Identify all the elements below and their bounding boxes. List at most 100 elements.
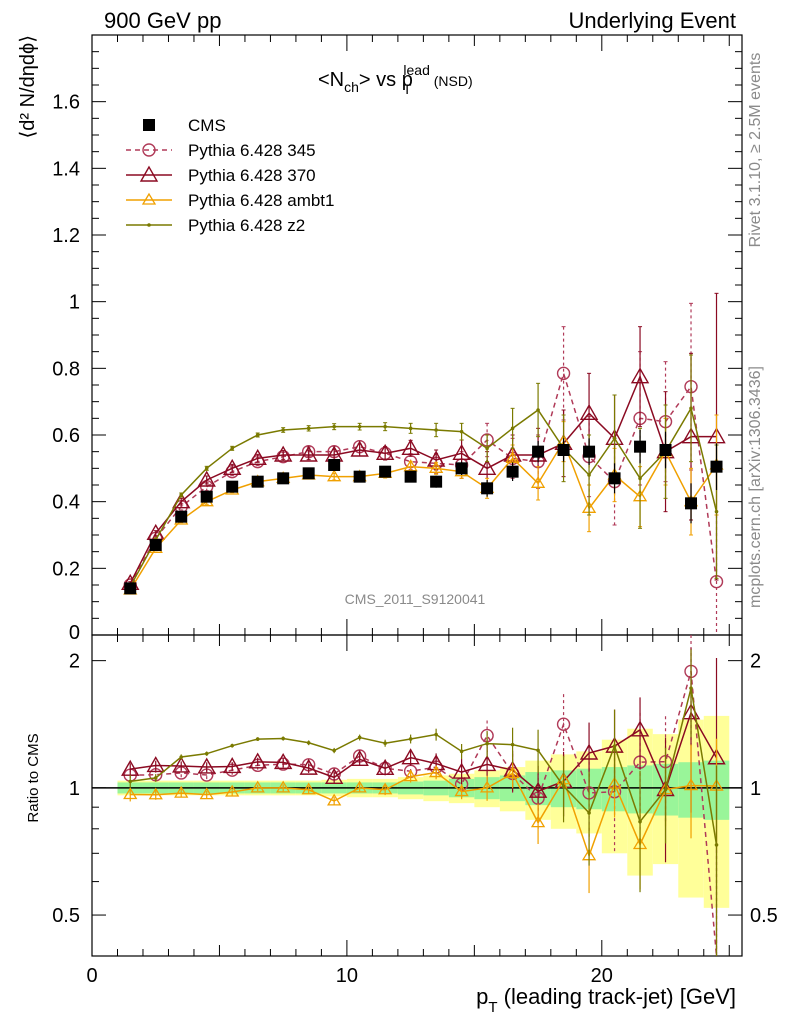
- x-axis-label-sub: T: [488, 999, 497, 1016]
- data-point: [532, 445, 545, 458]
- top-panel: 0.2 0.4 0.6 0.8 1 1.2 1.4 1.6 0: [52, 34, 743, 644]
- ratio-point: [121, 759, 140, 776]
- top-ytick-label: 1: [69, 292, 80, 314]
- data-point: [481, 482, 494, 495]
- top-ytick-label: 1.6: [52, 92, 80, 114]
- ratio-point: [273, 752, 293, 770]
- ratio-point: [459, 749, 464, 754]
- bottom-ytick-label: 0.5: [52, 905, 80, 927]
- ratio-point: [332, 748, 336, 753]
- top-title: <Nch> vs pTlead (NSD): [318, 62, 473, 97]
- ratio-point: [276, 780, 291, 793]
- data-point: [383, 424, 387, 429]
- top-ytick-label: 0.8: [52, 358, 80, 380]
- ratio-point: [428, 765, 444, 778]
- bottom-frame: [91, 634, 743, 957]
- data-point: [328, 459, 341, 471]
- data-point: [612, 436, 617, 441]
- ratio-point: [587, 811, 591, 815]
- data-point: [455, 462, 468, 475]
- ratio-point: [204, 751, 209, 756]
- ratio-point: [222, 757, 242, 774]
- data-point: [659, 444, 672, 456]
- title-part-f: (NSD): [430, 73, 473, 89]
- data-point: [506, 465, 519, 478]
- data-point: [404, 470, 417, 483]
- data-point: [222, 458, 242, 476]
- ratio-point: [306, 740, 311, 745]
- ratio-point: [357, 735, 362, 740]
- ratio-point: [179, 755, 184, 759]
- data-point: [689, 406, 693, 411]
- watermark: CMS_2011_S9120041: [345, 591, 486, 607]
- legend: CMS Pythia 6.428 345 Pythia 6.428 370 Pythi…: [126, 116, 334, 235]
- top-ytick-label-zero: 0: [69, 622, 80, 644]
- series-cms: [124, 430, 723, 595]
- ratio-point: [248, 752, 267, 769]
- data-point: [302, 467, 315, 480]
- data-point: [179, 493, 184, 497]
- data-point: [255, 433, 260, 437]
- data-point: [277, 472, 290, 485]
- title-part-a: <N: [318, 69, 344, 91]
- bottom-ylabel: Ratio to CMS: [25, 733, 42, 822]
- ratio-point: [452, 762, 471, 779]
- ratio-point: [561, 784, 566, 789]
- data-point: [608, 472, 621, 485]
- data-point: [197, 470, 216, 487]
- ratio-point: [683, 778, 699, 791]
- data-point: [510, 426, 515, 431]
- data-point: [230, 446, 234, 451]
- xtick-label: 20: [591, 965, 613, 987]
- series-line-pythia-6-428-z2: [129, 406, 718, 588]
- top-ytick-label: 1.2: [52, 225, 80, 247]
- data-point: [536, 408, 540, 412]
- xtick-label: 10: [336, 965, 358, 987]
- ratio-point: [408, 737, 413, 741]
- series-line-pythia-6-428-370: [129, 374, 717, 584]
- ratio-point: [630, 720, 650, 737]
- ratio-series-pythia-6-428-z2: [128, 649, 719, 956]
- legend-label: Pythia 6.428 370: [188, 166, 316, 185]
- data-point: [332, 424, 336, 429]
- data-point: [327, 469, 342, 482]
- data-point: [685, 497, 698, 510]
- x-axis-label-rest: (leading track-jet) [GeV]: [498, 984, 736, 1009]
- data-point: [248, 448, 267, 466]
- bottom-ytick-label: 1: [69, 778, 80, 800]
- side-text-rivet: Rivet 3.1.10, ≥ 2.5M events: [747, 53, 764, 248]
- top-ytick-label: 0.6: [52, 425, 80, 447]
- data-point: [587, 473, 591, 477]
- series-line-pythia-6-428-345: [129, 370, 718, 586]
- data-point: [477, 458, 497, 476]
- ratio-point: [324, 767, 344, 785]
- data-point: [557, 444, 570, 456]
- x-axis-label-p: p: [476, 984, 488, 1009]
- data-point: [281, 428, 285, 432]
- ratio-point: [434, 732, 438, 737]
- legend-label: CMS: [188, 116, 226, 135]
- ratio-point: [172, 756, 191, 773]
- data-point: [452, 443, 471, 461]
- ratio-line-pythia-6-428-z2: [130, 687, 718, 846]
- ratio-point: [556, 717, 571, 731]
- data-point: [579, 403, 599, 421]
- legend-marker: [142, 143, 156, 157]
- side-text-mcplots: mcplots.cern.ch [arXiv:1306.3436]: [747, 366, 764, 608]
- title-part-b: ch: [344, 79, 359, 95]
- series-pythia-6-428-345: [123, 302, 724, 636]
- legend-label: Pythia 6.428 345: [188, 141, 316, 160]
- data-point: [175, 510, 188, 523]
- xtick-label: 0: [86, 965, 97, 987]
- data-point: [251, 475, 264, 488]
- data-point: [408, 426, 413, 431]
- data-point: [379, 465, 392, 478]
- bottom-ytick-label: 2: [69, 651, 80, 673]
- ratio-point: [477, 754, 497, 772]
- title-part-e: lead: [403, 62, 429, 78]
- legend-label: Pythia 6.428 z2: [188, 216, 305, 235]
- bottom-ytick-label-right: 1: [750, 778, 761, 800]
- data-point: [485, 446, 489, 451]
- ratio-point: [301, 782, 316, 795]
- ratio-point: [146, 756, 165, 773]
